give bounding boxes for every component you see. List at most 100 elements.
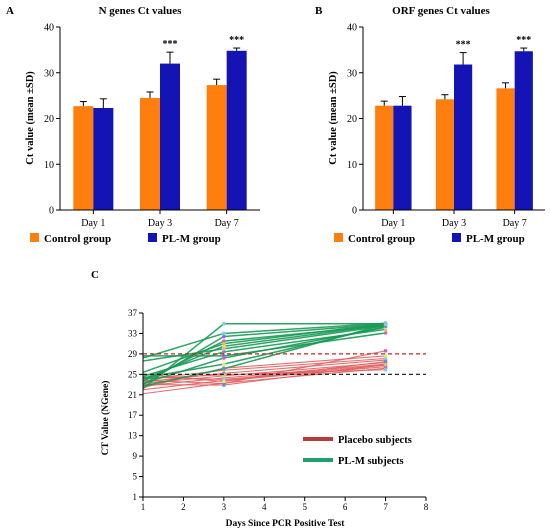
- subject-point: [383, 356, 388, 361]
- x-tick-label: Day 1: [381, 218, 405, 229]
- bar: [496, 88, 515, 210]
- x-tick-label: 4: [262, 502, 267, 512]
- legend-label-control: Control group: [348, 233, 415, 245]
- panel-b-axes: 0 10 20 30 40 Day 1 Day 3 Day 7: [347, 23, 545, 229]
- subject-line: [143, 332, 386, 357]
- subject-point: [222, 366, 226, 371]
- subject-point: [222, 350, 226, 354]
- y-tick-label: 21: [128, 390, 137, 400]
- panel-b-y-label: Ct value (mean ±SD): [328, 71, 339, 165]
- bar: [454, 64, 473, 210]
- bar: [206, 85, 227, 210]
- y-tick-label: 29: [128, 349, 138, 359]
- y-tick-label: 33: [128, 328, 138, 338]
- subject-point: [383, 331, 388, 335]
- subject-point: [222, 346, 226, 351]
- bar: [226, 50, 247, 210]
- subject-point: [222, 356, 226, 360]
- panel-c-letter: C: [91, 269, 99, 281]
- x-tick-label: 2: [181, 502, 186, 512]
- x-tick-label: Day 3: [148, 218, 172, 229]
- x-tick-label: 7: [383, 502, 388, 512]
- subject-point: [222, 362, 226, 366]
- y-tick-label: 10: [347, 160, 357, 171]
- bar: [435, 99, 454, 210]
- subject-point: [222, 339, 226, 343]
- panel-a-legend: Control group PL-M group: [30, 233, 221, 245]
- x-tick-label: 5: [302, 502, 307, 512]
- y-tick-label: 1: [133, 492, 138, 502]
- subject-point: [383, 354, 388, 358]
- subject-point: [222, 344, 226, 349]
- x-tick-label: Day 3: [442, 218, 466, 229]
- panel-a-letter: A: [6, 5, 14, 17]
- subject-point: [383, 367, 388, 372]
- significance-marker: ***: [163, 39, 178, 50]
- subject-point: [383, 321, 388, 326]
- significance-marker: ***: [456, 40, 471, 51]
- panel-c-lines: [142, 321, 426, 395]
- bar: [375, 105, 394, 210]
- y-tick-label: 0: [49, 206, 54, 217]
- subject-point: [222, 331, 226, 336]
- y-tick-label: 40: [347, 23, 357, 34]
- panel-b-bars: *** ***: [375, 35, 533, 211]
- legend-swatch-control: [30, 233, 39, 242]
- y-tick-label: 10: [44, 160, 54, 171]
- subject-point: [222, 334, 226, 339]
- legend-label-plm: PL-M group: [162, 233, 221, 245]
- panel-b-letter: B: [315, 5, 323, 17]
- x-tick-label: 6: [343, 502, 348, 512]
- panel-a-axes: 0 10 20 30 40 Day 1 Day 3 Day 7: [44, 23, 260, 229]
- subject-point: [383, 362, 388, 367]
- significance-marker: ***: [516, 35, 531, 46]
- x-tick-label: Day 1: [81, 218, 105, 229]
- y-tick-label: 25: [128, 369, 138, 379]
- bar: [93, 107, 114, 210]
- y-tick-label: 17: [128, 410, 138, 420]
- legend-swatch-plm: [303, 458, 333, 462]
- legend-label-placebo: Placebo subjects: [338, 435, 412, 446]
- y-tick-label: 30: [347, 68, 357, 79]
- bar: [514, 51, 533, 211]
- y-tick-label: 20: [347, 114, 357, 125]
- y-tick-label: 0: [352, 206, 357, 217]
- subject-point: [222, 341, 226, 346]
- legend-label-plm: PL-M group: [466, 233, 525, 245]
- panel-c-axes: 1 5 9 13 17 21 25 29 33 37 1 2 3 4 5 6 7 8: [128, 308, 429, 512]
- subject-point: [222, 379, 226, 384]
- y-tick-label: 5: [133, 472, 138, 482]
- legend-label-control: Control group: [44, 233, 111, 245]
- panel-a-bars: *** ***: [73, 35, 247, 210]
- panel-a-y-label: Ct value (mean ±SD): [25, 71, 36, 165]
- x-tick-label: 3: [222, 502, 227, 512]
- legend-swatch-control: [334, 233, 343, 242]
- subject-point: [222, 383, 226, 387]
- x-tick-label: 8: [424, 502, 429, 512]
- subject-point: [383, 349, 388, 353]
- x-tick-label: 1: [141, 502, 146, 512]
- y-tick-label: 9: [133, 451, 138, 461]
- panel-c-legend: Placebo subjects PL-M subjects: [303, 435, 412, 467]
- legend-swatch-placebo: [303, 437, 333, 441]
- subject-point: [222, 321, 226, 326]
- panel-b-chart: B ORF genes Ct values Ct value (mean ±SD…: [315, 5, 545, 245]
- panel-b-title: ORF genes Ct values: [392, 5, 490, 17]
- panel-c-chart: C CT Value (NGene) Days Since PCR Positi…: [91, 269, 429, 529]
- panel-a-title: N genes Ct values: [99, 5, 183, 17]
- y-tick-label: 37: [128, 308, 138, 318]
- y-tick-label: 30: [44, 68, 54, 79]
- bar: [73, 106, 94, 210]
- significance-marker: ***: [229, 35, 244, 46]
- panel-c-x-label: Days Since PCR Positive Test: [226, 519, 346, 529]
- x-tick-label: Day 7: [215, 218, 239, 229]
- panel-c-y-label: CT Value (NGene): [100, 381, 111, 456]
- bar: [160, 63, 180, 210]
- x-tick-label: Day 7: [503, 218, 527, 229]
- panel-b-legend: Control group PL-M group: [334, 233, 525, 245]
- legend-swatch-plm: [148, 233, 157, 242]
- legend-label-plm-subjects: PL-M subjects: [338, 456, 404, 467]
- subject-point: [383, 359, 388, 364]
- y-tick-label: 40: [44, 23, 54, 34]
